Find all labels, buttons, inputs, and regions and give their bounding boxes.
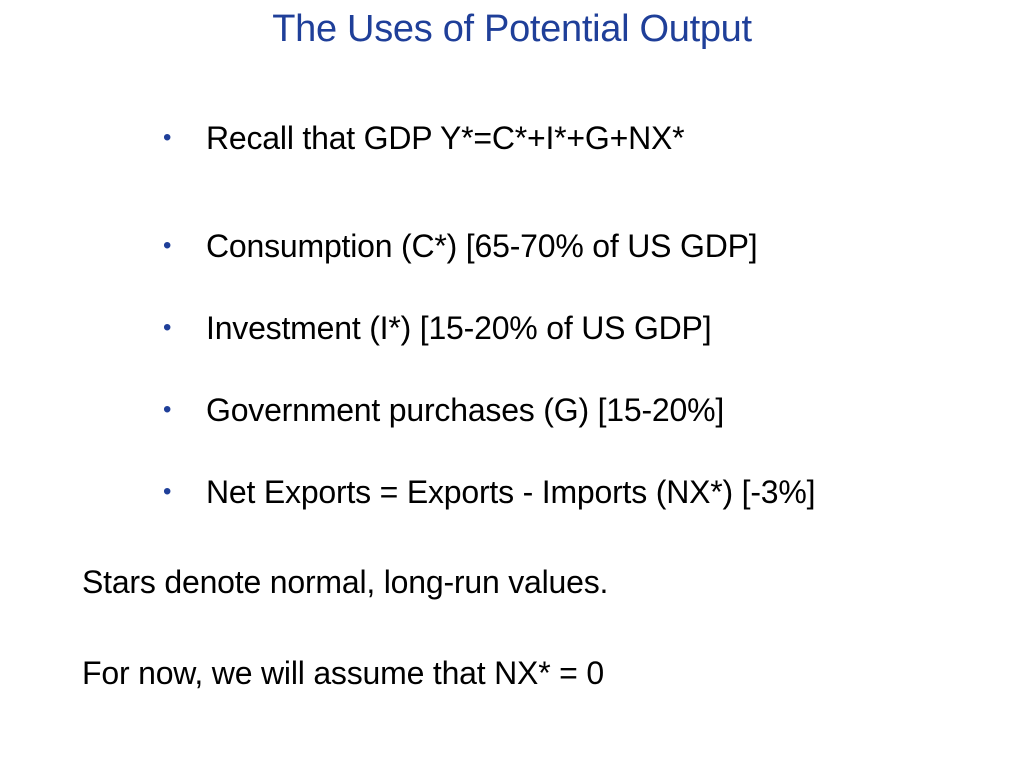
bullet-marker: • [163, 396, 172, 423]
note-nx-assumption: For now, we will assume that NX* = 0 [82, 655, 604, 691]
bullet-marker: • [163, 314, 172, 341]
bullet-marker: • [163, 478, 172, 505]
bullet-marker: • [163, 232, 172, 259]
bullet-marker: • [163, 124, 172, 151]
bullet-text: Government purchases (G) [15-20%] [206, 392, 725, 428]
bullet-text: Recall that GDP Y*=C*+I*+G+NX* [206, 120, 685, 156]
note-stars-definition: Stars denote normal, long-run values. [82, 564, 609, 600]
bullet-text: Consumption (C*) [65-70% of US GDP] [206, 228, 758, 264]
bullet-text: Net Exports = Exports - Imports (NX*) [-… [206, 474, 816, 510]
bullet-text: Investment (I*) [15-20% of US GDP] [206, 310, 712, 346]
slide-title: The Uses of Potential Output [272, 8, 752, 50]
